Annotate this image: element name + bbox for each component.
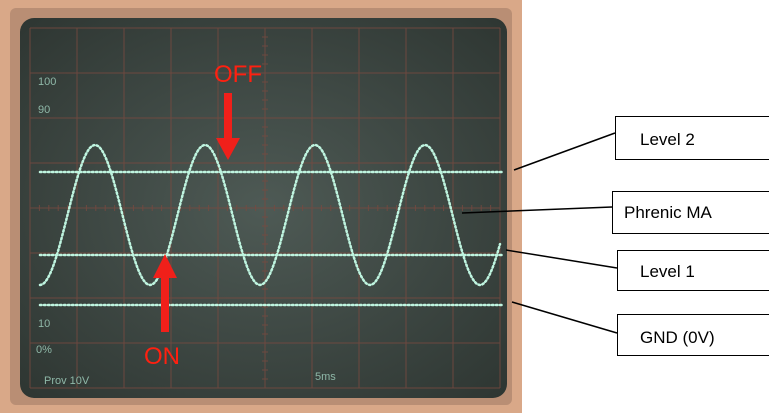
- scale-label: 10: [38, 318, 50, 330]
- figure: 100 90 10 0% Prov 10V 5ms OFF ON Level 2…: [0, 0, 769, 413]
- channel-readout: Prov 10V: [44, 375, 90, 387]
- level1-label: Level 1: [640, 262, 695, 281]
- off-label: OFF: [214, 61, 262, 88]
- label-boxes: [613, 117, 769, 356]
- scale-label: 0%: [36, 344, 52, 356]
- phrenic-label: Phrenic MA: [624, 203, 713, 222]
- gnd-label: GND (0V): [640, 328, 715, 347]
- timebase-readout: 5ms: [315, 371, 336, 383]
- scale-label: 100: [38, 76, 56, 88]
- scale-label: 90: [38, 104, 50, 116]
- on-label: ON: [144, 343, 180, 370]
- level2-label: Level 2: [640, 130, 695, 149]
